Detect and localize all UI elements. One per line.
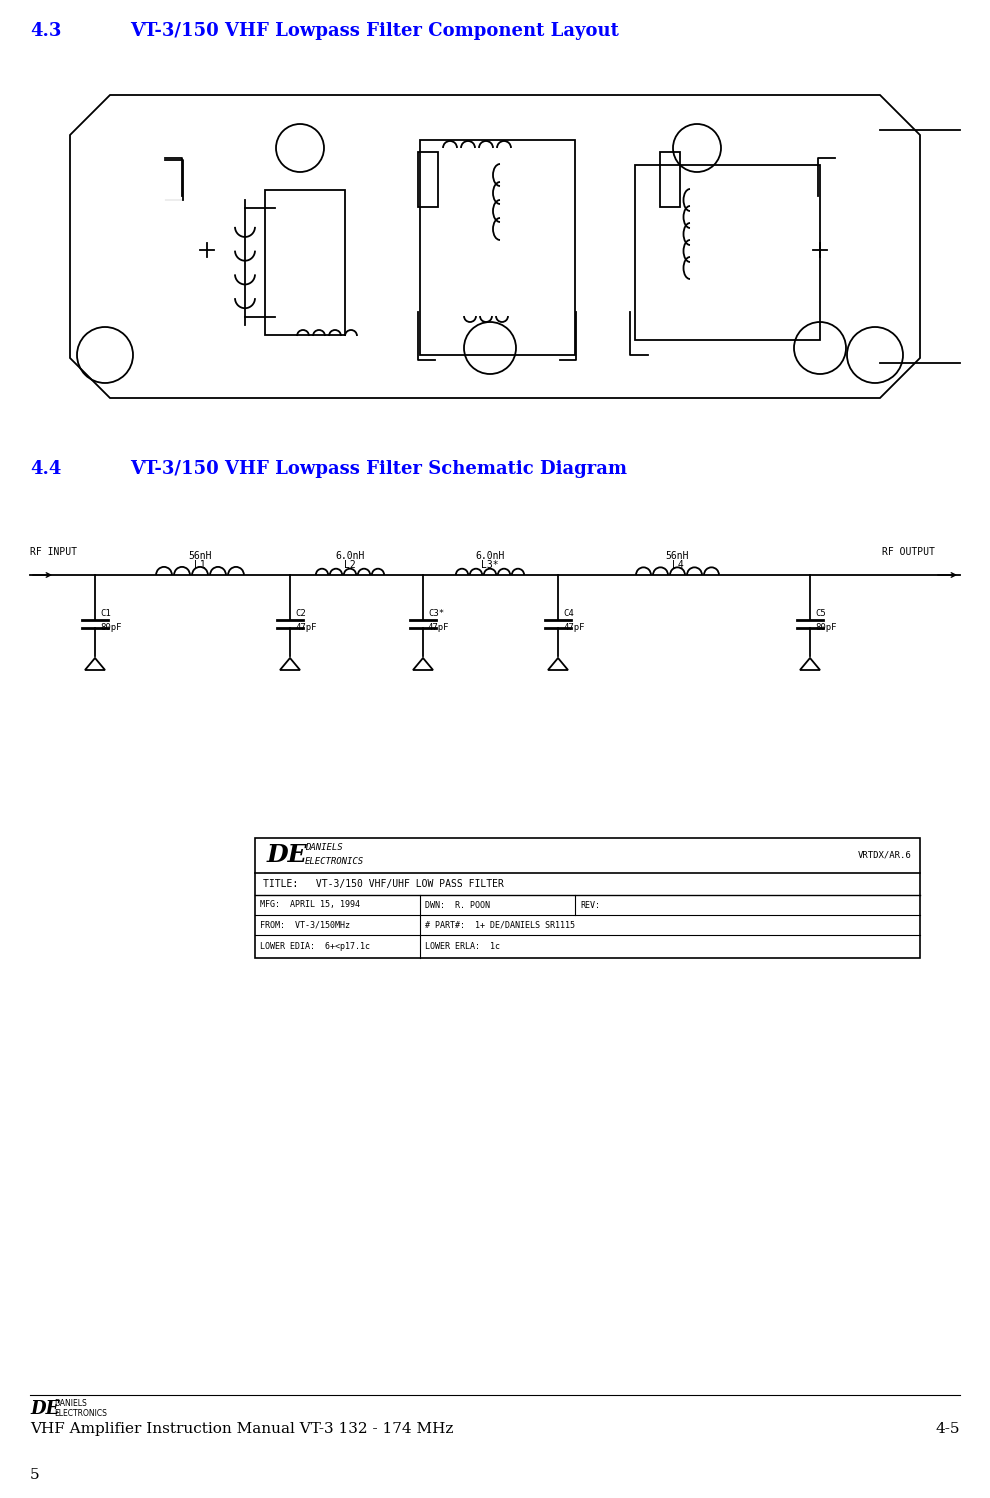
Text: FROM:  VT-3/150MHz: FROM: VT-3/150MHz xyxy=(260,920,350,929)
Text: ELECTRONICS: ELECTRONICS xyxy=(54,1410,107,1419)
Bar xyxy=(255,837,920,959)
Text: LOWER ERLA:  1c: LOWER ERLA: 1c xyxy=(425,942,500,951)
Text: 4-5: 4-5 xyxy=(936,1422,960,1437)
Text: 80pF: 80pF xyxy=(100,623,122,632)
Bar xyxy=(265,190,345,336)
Text: RF OUTPUT: RF OUTPUT xyxy=(882,547,935,557)
Bar xyxy=(418,151,438,207)
Text: VHF Amplifier Instruction Manual VT-3 132 - 174 MHz: VHF Amplifier Instruction Manual VT-3 13… xyxy=(30,1422,453,1437)
Text: 56nH: 56nH xyxy=(188,551,212,560)
Text: L2: L2 xyxy=(345,560,355,571)
Text: RF INPUT: RF INPUT xyxy=(30,547,77,557)
Text: 80pF: 80pF xyxy=(815,623,837,632)
Text: 56nH: 56nH xyxy=(665,551,689,560)
Text: VT-3/150 VHF Lowpass Filter Component Layout: VT-3/150 VHF Lowpass Filter Component La… xyxy=(130,22,619,40)
Bar xyxy=(635,165,820,340)
Text: C4: C4 xyxy=(563,610,574,619)
Text: DE: DE xyxy=(30,1401,59,1419)
Text: MFG:  APRIL 15, 1994: MFG: APRIL 15, 1994 xyxy=(260,900,360,909)
Text: L4: L4 xyxy=(671,560,683,571)
Text: 6.0nH: 6.0nH xyxy=(475,551,505,560)
Text: C1: C1 xyxy=(100,610,111,619)
Text: C3*: C3* xyxy=(428,610,445,619)
Text: ELECTRONICS: ELECTRONICS xyxy=(305,857,364,866)
Text: 47pF: 47pF xyxy=(563,623,584,632)
Text: 6.0nH: 6.0nH xyxy=(336,551,364,560)
Text: 47pF: 47pF xyxy=(428,623,449,632)
Text: L1: L1 xyxy=(194,560,206,571)
Text: LOWER EDIA:  6+<p17.1c: LOWER EDIA: 6+<p17.1c xyxy=(260,942,370,951)
Text: DANIELS: DANIELS xyxy=(305,843,343,852)
Text: DANIELS: DANIELS xyxy=(54,1399,87,1408)
Text: L3*: L3* xyxy=(481,560,499,571)
Bar xyxy=(660,151,680,207)
Text: 5: 5 xyxy=(30,1468,40,1482)
Text: REV:: REV: xyxy=(580,900,600,909)
Text: C2: C2 xyxy=(295,610,306,619)
Text: 4.4: 4.4 xyxy=(30,460,61,478)
Text: VT-3/150 VHF Lowpass Filter Schematic Diagram: VT-3/150 VHF Lowpass Filter Schematic Di… xyxy=(130,460,627,478)
Text: TITLE:   VT-3/150 VHF/UHF LOW PASS FILTER: TITLE: VT-3/150 VHF/UHF LOW PASS FILTER xyxy=(263,879,504,888)
Text: DWN:  R. POON: DWN: R. POON xyxy=(425,900,490,909)
Text: 4.3: 4.3 xyxy=(30,22,61,40)
Bar xyxy=(420,139,575,355)
Text: # PART#:  1+ DE/DANIELS SR1115: # PART#: 1+ DE/DANIELS SR1115 xyxy=(425,920,575,929)
Text: VRTDX/AR.6: VRTDX/AR.6 xyxy=(858,851,912,860)
Text: C5: C5 xyxy=(815,610,826,619)
Text: 47pF: 47pF xyxy=(295,623,317,632)
Text: DE: DE xyxy=(267,843,308,867)
